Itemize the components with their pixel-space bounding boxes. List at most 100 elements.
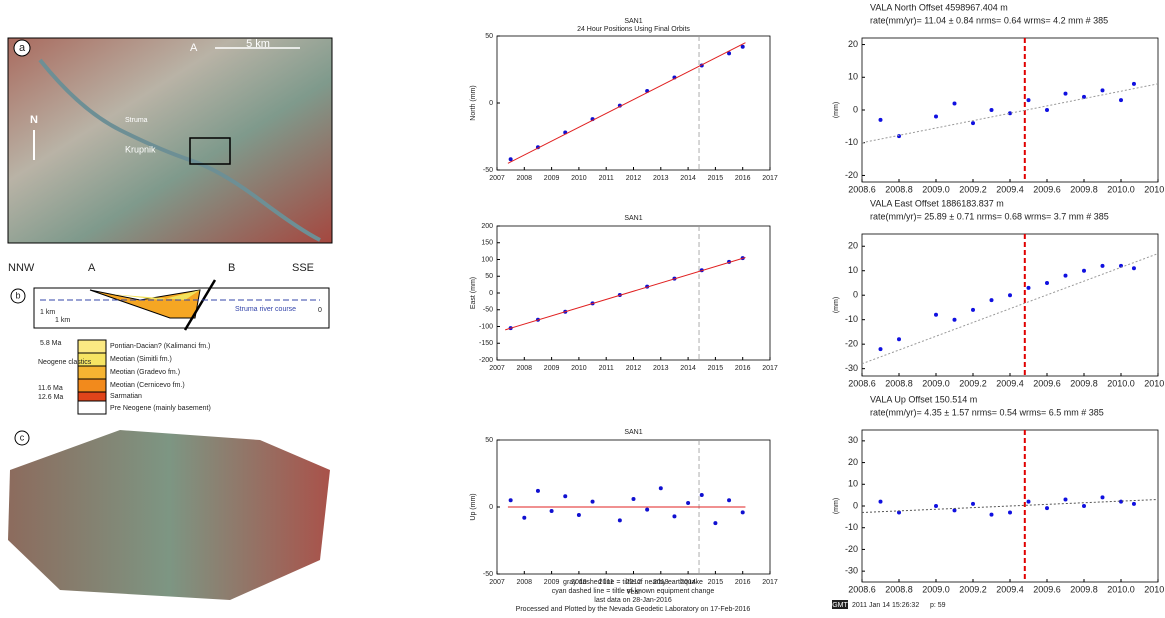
x-tick-label: 2009.0 xyxy=(922,378,950,388)
legend-age: 11.6 Ma xyxy=(38,385,63,392)
data-point xyxy=(1026,285,1031,290)
x-tick-label: 2015 xyxy=(708,175,724,182)
legend-unit: Meotian (Gradevo fm.) xyxy=(110,369,180,376)
x-tick-label: 2010 xyxy=(571,175,587,182)
x-tick-label: 2009.8 xyxy=(1070,378,1098,388)
data-point xyxy=(699,492,704,497)
data-point xyxy=(989,108,994,112)
scale-label: 5 km xyxy=(246,38,270,50)
data-point xyxy=(1119,98,1123,103)
plot-frame xyxy=(496,225,771,361)
x-tick-label: 2008.8 xyxy=(885,378,913,388)
y-tick-label: 0 xyxy=(489,100,493,107)
y-tick-label: -50 xyxy=(483,307,493,314)
terrain-3d xyxy=(8,430,330,600)
x-tick-label: 2009.4 xyxy=(996,584,1024,594)
legend-unit: Sarmatian xyxy=(110,393,142,400)
x-axis-label: Year xyxy=(626,589,641,596)
data-point xyxy=(727,51,732,56)
legend-swatch xyxy=(77,391,107,402)
data-point xyxy=(535,488,540,493)
chart-title: SAN1 xyxy=(624,215,642,222)
town-label: Krupnik xyxy=(125,144,156,154)
x-tick-label: 2015 xyxy=(708,365,724,372)
x-tick-label: 2016 xyxy=(735,579,751,586)
trend-line xyxy=(861,498,1159,514)
y-tick-label: 200 xyxy=(481,223,493,230)
x-tick-label: 2010.2 xyxy=(1144,184,1165,194)
data-point xyxy=(1082,94,1086,99)
y-tick-label: -100 xyxy=(479,323,493,330)
data-point xyxy=(686,500,691,505)
trend-line xyxy=(507,42,746,164)
y-tick-label: 30 xyxy=(848,435,858,445)
x-tick-label: 2009.6 xyxy=(1033,184,1061,194)
y-axis-label: Up (mm) xyxy=(470,493,477,520)
x-tick-label: 2009.6 xyxy=(1033,378,1061,388)
x-tick-label: 2013 xyxy=(653,579,669,586)
data-point xyxy=(563,494,568,499)
x-tick-label: 2010.0 xyxy=(1107,378,1135,388)
data-point xyxy=(549,509,554,514)
x-tick-label: 2010.0 xyxy=(1107,584,1135,594)
data-point xyxy=(1026,98,1031,103)
y-tick-label: 10 xyxy=(848,479,858,489)
legend-swatch xyxy=(77,339,107,354)
x-tick-label: 2017 xyxy=(762,175,778,182)
basin-fill xyxy=(110,290,200,300)
data-point xyxy=(971,307,975,312)
data-point xyxy=(1063,91,1068,96)
point-label: B xyxy=(228,262,235,274)
data-point xyxy=(934,504,938,508)
x-tick-label: 2009.8 xyxy=(1070,184,1098,194)
timestamp: 2011 Jan 14 15:26:32 xyxy=(852,602,919,609)
data-point xyxy=(1131,81,1136,86)
scale-label: 1 km xyxy=(40,309,55,316)
x-tick-label: 2010.2 xyxy=(1144,584,1165,594)
y-axis-label: (mm) xyxy=(833,297,840,313)
footer-note: cyan dashed line = tiltle of known equip… xyxy=(552,588,715,595)
chart-title: SAN1 xyxy=(624,429,642,436)
letter-badge xyxy=(14,430,30,446)
x-tick-label: 2017 xyxy=(762,579,778,586)
data-point xyxy=(952,101,957,106)
chart-subtitle: 24 Hour Positions Using Final Orbits xyxy=(577,26,690,33)
data-point xyxy=(508,157,513,162)
data-point xyxy=(1082,268,1086,273)
data-point xyxy=(878,347,883,352)
panel-letter: b xyxy=(15,290,20,300)
data-point xyxy=(740,510,745,515)
data-point xyxy=(617,518,622,523)
x-tick-label: 2012 xyxy=(626,579,642,586)
y-tick-label: -20 xyxy=(845,339,858,349)
x-tick-label: 2010.0 xyxy=(1107,184,1135,194)
x-tick-label: 2011 xyxy=(599,175,614,182)
y-tick-label: -50 xyxy=(483,167,493,174)
gmt-label: GMT xyxy=(832,602,848,609)
y-tick-label: 0 xyxy=(489,504,493,511)
footer-note: gray dashed line = tiltle of nearby eart… xyxy=(563,579,703,586)
data-point xyxy=(1045,506,1049,511)
y-tick-label: -150 xyxy=(479,340,493,347)
x-tick-label: 2009.6 xyxy=(1033,584,1061,594)
data-point xyxy=(522,515,527,520)
x-tick-label: 2008.8 xyxy=(885,584,913,594)
data-point xyxy=(952,317,957,322)
y-tick-label: 0 xyxy=(853,290,858,300)
direction-label: SSE xyxy=(292,262,314,274)
data-point xyxy=(897,337,901,342)
y-tick-label: -30 xyxy=(845,363,858,373)
x-tick-label: 2013 xyxy=(653,175,669,182)
y-tick-label: 150 xyxy=(481,240,493,247)
data-point xyxy=(645,507,650,512)
data-point xyxy=(971,121,975,126)
page-label: p: 59 xyxy=(930,602,946,609)
chart-subtitle: rate(mm/yr)= 11.04 ± 0.84 nrms= 0.64 wrm… xyxy=(870,15,1108,25)
data-point xyxy=(713,521,718,526)
panel-letter: c xyxy=(20,432,25,442)
data-point xyxy=(1100,88,1105,93)
data-point xyxy=(508,498,513,503)
footer-note: Processed and Plotted by the Nevada Geod… xyxy=(516,606,751,613)
legend-swatch xyxy=(77,378,107,393)
